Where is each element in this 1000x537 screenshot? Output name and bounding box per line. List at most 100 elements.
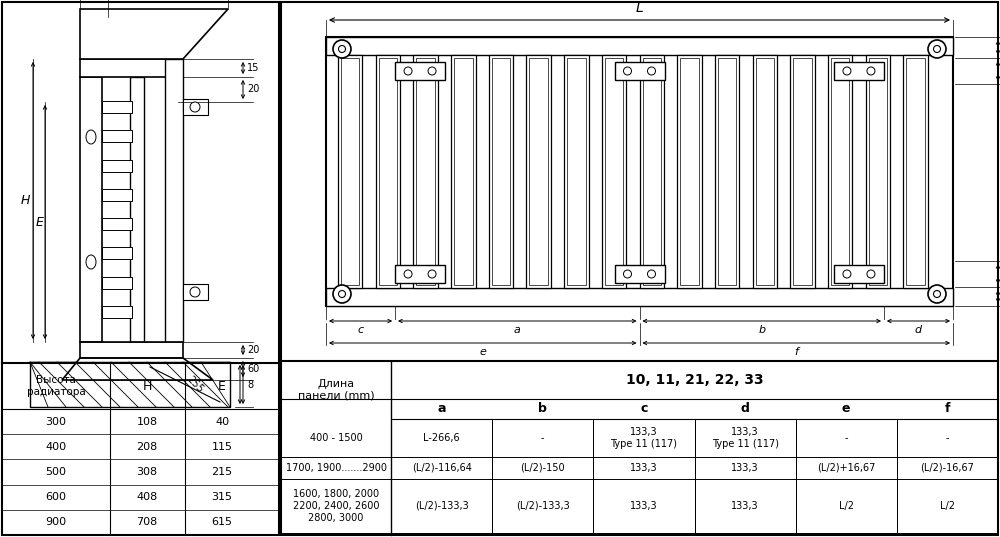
Circle shape <box>867 67 875 75</box>
Bar <box>338 55 362 288</box>
Bar <box>793 58 812 285</box>
Text: (L/2)+16,67: (L/2)+16,67 <box>817 463 875 473</box>
Text: 20: 20 <box>247 84 259 95</box>
Polygon shape <box>80 9 228 59</box>
Circle shape <box>404 67 412 75</box>
Text: 315: 315 <box>212 492 232 502</box>
Text: L/2: L/2 <box>839 501 854 511</box>
Bar <box>828 55 852 288</box>
Text: e: e <box>842 403 850 416</box>
Bar <box>391 399 998 419</box>
Bar <box>564 55 589 288</box>
Circle shape <box>333 285 351 303</box>
Text: 108: 108 <box>136 417 158 426</box>
Bar <box>680 58 699 285</box>
Text: 215: 215 <box>211 467 233 477</box>
Text: 308: 308 <box>136 467 158 477</box>
Bar <box>326 37 953 55</box>
Bar <box>281 361 998 399</box>
Bar <box>281 2 998 535</box>
Text: 15: 15 <box>247 63 259 73</box>
Circle shape <box>428 270 436 278</box>
Bar <box>526 55 551 288</box>
Bar <box>642 58 661 285</box>
Text: -: - <box>946 433 949 443</box>
Bar <box>756 58 774 285</box>
Bar <box>529 58 548 285</box>
Text: (L/2)-133,3: (L/2)-133,3 <box>415 501 468 511</box>
Circle shape <box>190 102 200 112</box>
Text: 300: 300 <box>46 417 66 426</box>
Text: 20: 20 <box>247 345 259 355</box>
Circle shape <box>928 285 946 303</box>
Bar <box>326 288 953 306</box>
Bar <box>903 55 928 288</box>
Text: 900: 900 <box>45 518 67 527</box>
Bar <box>906 58 925 285</box>
Circle shape <box>648 67 656 75</box>
Bar <box>102 306 132 318</box>
Bar <box>2 2 279 535</box>
Text: Высота
радиатора: Высота радиатора <box>27 375 85 397</box>
Text: L: L <box>636 1 643 15</box>
Circle shape <box>624 67 632 75</box>
Bar <box>395 265 445 283</box>
Bar <box>451 55 476 288</box>
Bar <box>395 62 445 80</box>
Text: a: a <box>514 325 521 335</box>
Polygon shape <box>62 358 213 380</box>
Bar <box>341 58 359 285</box>
Text: c: c <box>640 403 648 416</box>
Bar <box>102 101 132 113</box>
Text: 615: 615 <box>212 518 232 527</box>
Circle shape <box>934 291 940 297</box>
Bar <box>640 55 664 288</box>
Bar <box>492 58 510 285</box>
Circle shape <box>648 270 656 278</box>
Text: 500: 500 <box>46 467 66 477</box>
Text: 400 - 1500: 400 - 1500 <box>310 433 362 443</box>
Circle shape <box>190 287 200 297</box>
Bar <box>2 363 279 409</box>
Bar <box>567 58 586 285</box>
Bar <box>183 284 208 300</box>
Bar <box>326 37 953 306</box>
Text: 40: 40 <box>215 417 229 426</box>
Bar <box>80 77 102 342</box>
Bar <box>102 189 132 201</box>
Bar <box>753 55 777 288</box>
Text: 400: 400 <box>45 442 67 452</box>
Circle shape <box>843 67 851 75</box>
Bar <box>866 55 890 288</box>
Bar <box>130 77 144 342</box>
Text: 115: 115 <box>212 442 232 452</box>
Text: 255: 255 <box>185 375 205 395</box>
Text: e: e <box>479 347 486 357</box>
Bar <box>715 55 739 288</box>
Bar <box>183 99 208 115</box>
Text: (L/2)-116,64: (L/2)-116,64 <box>412 463 472 473</box>
Bar <box>677 55 702 288</box>
Text: (L/2)-16,67: (L/2)-16,67 <box>920 463 974 473</box>
Text: L/2: L/2 <box>940 501 955 511</box>
Circle shape <box>624 270 632 278</box>
Text: a: a <box>437 403 446 416</box>
Text: -: - <box>844 433 848 443</box>
Text: Длина
панели (mm): Длина панели (mm) <box>298 379 374 401</box>
Text: 133,3
Type 11 (117): 133,3 Type 11 (117) <box>610 427 677 449</box>
Text: 208: 208 <box>136 442 158 452</box>
Text: 133,3: 133,3 <box>630 463 658 473</box>
Text: 133,3
Type 11 (117): 133,3 Type 11 (117) <box>712 427 779 449</box>
Text: 133,3: 133,3 <box>731 501 759 511</box>
Text: 10, 11, 21, 22, 33: 10, 11, 21, 22, 33 <box>626 373 763 387</box>
Text: (L/2)-150: (L/2)-150 <box>520 463 565 473</box>
Circle shape <box>338 291 346 297</box>
Circle shape <box>404 270 412 278</box>
Bar <box>614 62 664 80</box>
Bar <box>379 58 397 285</box>
Circle shape <box>928 40 946 58</box>
Text: 1700, 1900.......2900: 1700, 1900.......2900 <box>286 463 386 473</box>
Polygon shape <box>30 362 230 407</box>
Text: (L/2)-133,3: (L/2)-133,3 <box>516 501 570 511</box>
Bar <box>614 265 664 283</box>
